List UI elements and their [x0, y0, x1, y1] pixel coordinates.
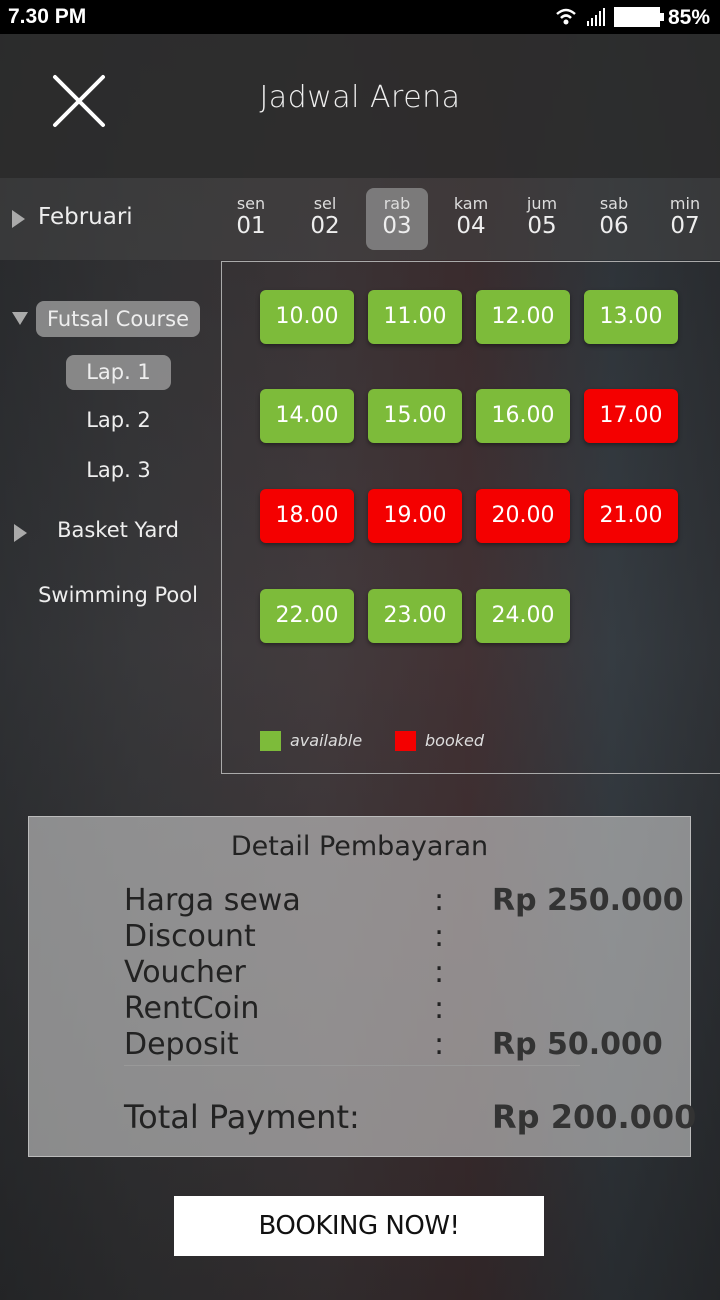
slot-available[interactable]: 12.00 [476, 290, 570, 344]
payment-row: Voucher : [124, 955, 444, 991]
wifi-icon [556, 8, 576, 25]
slot-available[interactable]: 13.00 [584, 290, 678, 344]
day-date: 07 [670, 213, 700, 239]
day-05[interactable]: jum 05 [511, 188, 573, 250]
day-02[interactable]: sel 02 [294, 188, 356, 250]
day-03[interactable]: rab 03 [366, 188, 428, 250]
slot-available[interactable]: 23.00 [368, 589, 462, 643]
slot-booked[interactable]: 19.00 [368, 489, 462, 543]
day-name: kam [453, 194, 489, 213]
payment-row: Discount : [124, 919, 444, 955]
payment-label: Deposit [124, 1027, 239, 1062]
date-row [0, 178, 720, 260]
court-lap-3[interactable]: Lap. 3 [86, 458, 151, 482]
battery-percent: 85% [668, 6, 711, 29]
slot-booked[interactable]: 21.00 [584, 489, 678, 543]
slot-booked[interactable]: 20.00 [476, 489, 570, 543]
court-lap-2[interactable]: Lap. 2 [86, 408, 151, 432]
payment-value: Rp 250.000 [492, 883, 684, 918]
slot-available[interactable]: 22.00 [260, 589, 354, 643]
colon: : [434, 919, 445, 954]
header [0, 34, 720, 178]
status-time: 7.30 PM [8, 5, 87, 28]
slot-available[interactable]: 11.00 [368, 290, 462, 344]
day-name: sel [313, 194, 337, 213]
payment-label: Voucher [124, 955, 246, 990]
day-date: 04 [456, 213, 486, 239]
payment-row: Deposit : Rp 50.000 [124, 1027, 663, 1063]
slot-available[interactable]: 16.00 [476, 389, 570, 443]
day-date: 06 [599, 213, 629, 239]
slot-booked[interactable]: 18.00 [260, 489, 354, 543]
payment-value: Rp 50.000 [492, 1027, 663, 1062]
slot-booked[interactable]: 17.00 [584, 389, 678, 443]
page-title: Jadwal Arena [259, 80, 461, 115]
slot-available[interactable]: 24.00 [476, 589, 570, 643]
month-label: Februari [38, 204, 133, 230]
caret-right-icon [12, 210, 25, 228]
colon: : [434, 991, 445, 1026]
payment-detail-card: Detail Pembayaran Harga sewa : Rp 250.00… [28, 816, 696, 1157]
total-row: Total Payment: Rp 200.000 [124, 1098, 696, 1136]
day-07[interactable]: min 07 [654, 188, 716, 250]
colon: : [434, 883, 445, 918]
booking-now-button[interactable]: BOOKING NOW! [174, 1196, 544, 1256]
legend-booked-label: booked [425, 731, 484, 750]
colon: : [434, 1027, 445, 1062]
total-value: Rp 200.000 [492, 1098, 697, 1136]
day-date: 05 [527, 213, 557, 239]
court-lap-1[interactable]: Lap. 1 [66, 355, 171, 390]
payment-title: Detail Pembayaran [230, 831, 489, 862]
day-04[interactable]: kam 04 [440, 188, 502, 250]
payment-label: Harga sewa [124, 883, 301, 918]
legend-available-label: available [290, 731, 363, 750]
payment-row: RentCoin : [124, 991, 444, 1027]
colon: : [434, 955, 445, 990]
day-name: sen [236, 194, 266, 213]
category-futsal-course[interactable]: Futsal Course [36, 301, 200, 337]
divider [124, 1065, 580, 1066]
category-swimming-pool[interactable]: Swimming Pool [38, 583, 198, 607]
status-bar: 7.30 PM 85% [0, 0, 720, 34]
category-basket-yard[interactable]: Basket Yard [57, 518, 179, 542]
caret-down-icon [12, 312, 28, 325]
day-date: 03 [382, 213, 412, 239]
day-date: 02 [310, 213, 340, 239]
caret-right-icon [14, 524, 27, 542]
signal-icon [587, 8, 605, 26]
schedule-panel [221, 261, 720, 774]
day-date: 01 [236, 213, 266, 239]
battery-icon [614, 7, 664, 27]
day-01[interactable]: sen 01 [220, 188, 282, 250]
total-label: Total Payment: [124, 1098, 360, 1136]
payment-label: RentCoin [124, 991, 260, 1026]
day-name: jum [526, 194, 558, 213]
legend-booked-swatch [395, 731, 416, 751]
slot-available[interactable]: 10.00 [260, 290, 354, 344]
day-name: min [669, 194, 701, 213]
slot-available[interactable]: 14.00 [260, 389, 354, 443]
day-name: rab [383, 194, 411, 213]
day-06[interactable]: sab 06 [583, 188, 645, 250]
payment-row: Harga sewa : Rp 250.000 [124, 883, 684, 919]
close-icon[interactable] [52, 74, 106, 128]
payment-label: Discount [124, 919, 256, 954]
slot-available[interactable]: 15.00 [368, 389, 462, 443]
day-name: sab [599, 194, 629, 213]
legend-available-swatch [260, 731, 281, 751]
